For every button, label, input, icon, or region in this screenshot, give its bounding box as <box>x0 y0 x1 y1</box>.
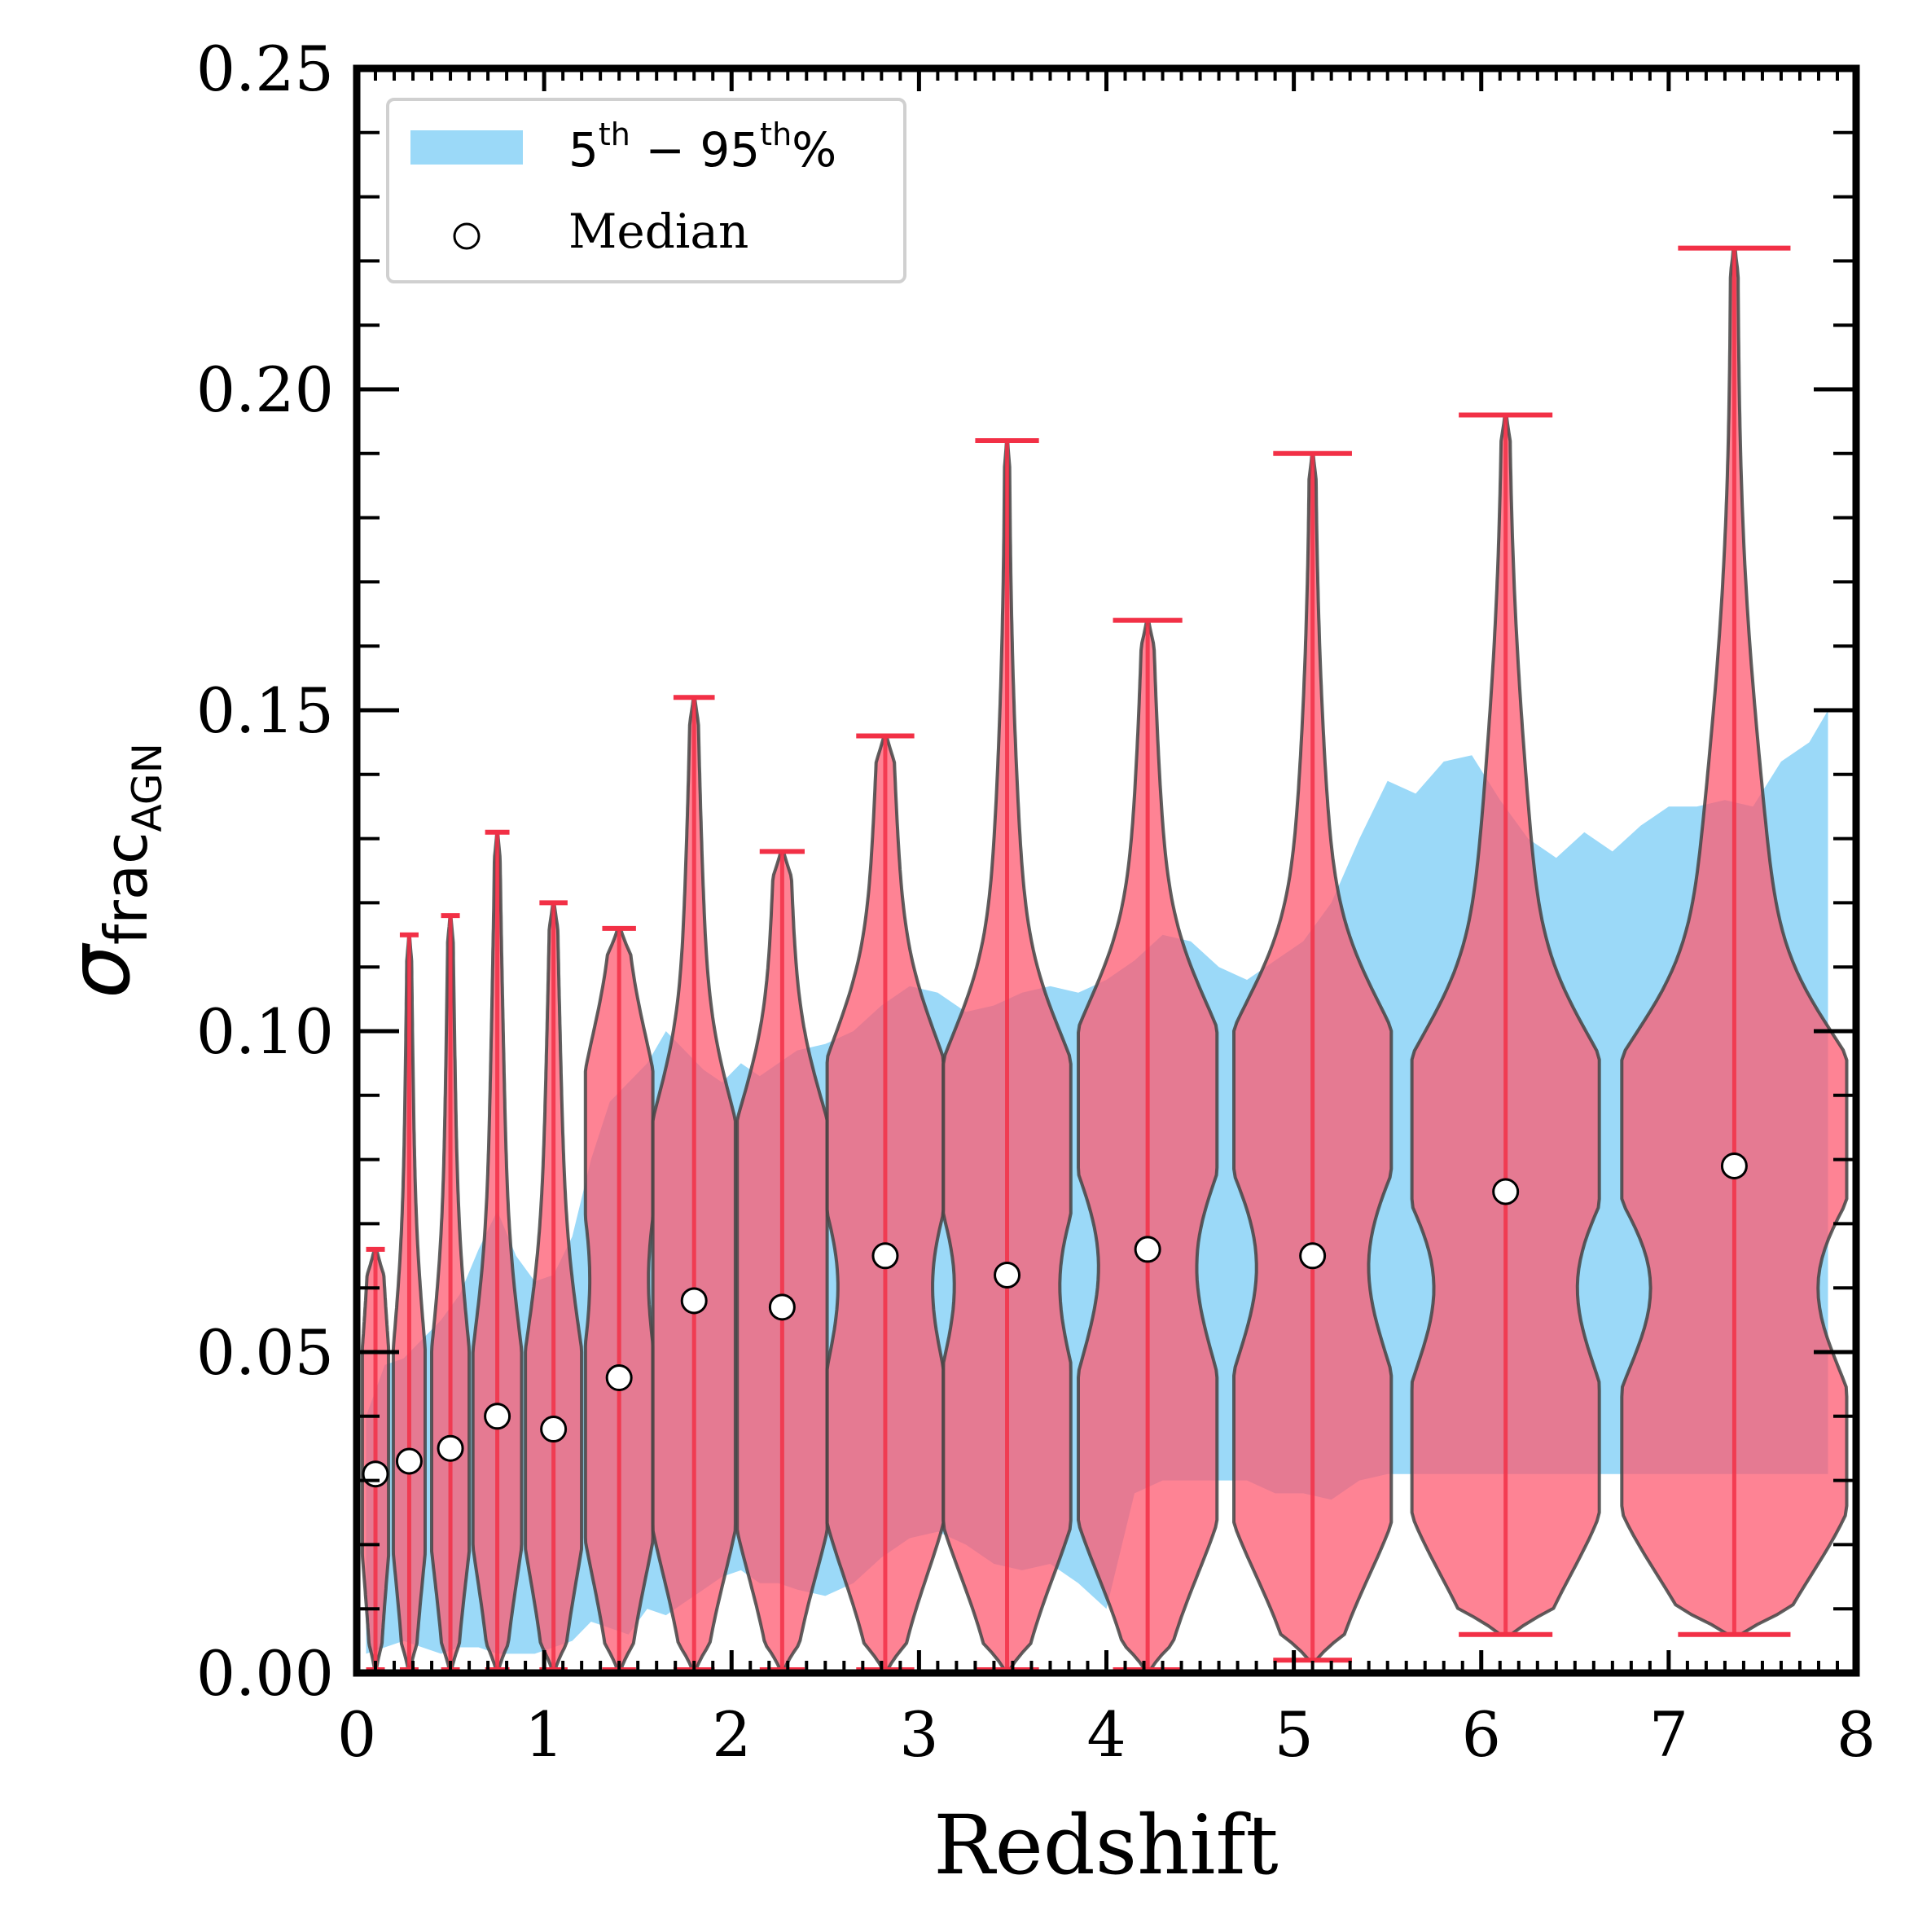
median-marker <box>1720 1152 1748 1179</box>
y-tick-label: 0.10 <box>196 995 334 1068</box>
x-tick-label: 8 <box>1837 1698 1876 1771</box>
median-marker <box>437 1434 464 1462</box>
svg-text:σfracAGN: σfracAGN <box>50 743 171 999</box>
legend-band-label: 5th − 95th% <box>568 116 836 178</box>
y-axis-title-subsub: AGN <box>124 743 171 832</box>
median-marker <box>362 1460 389 1488</box>
median-marker <box>871 1242 899 1270</box>
legend-median-marker <box>453 222 481 250</box>
legend: 5th − 95th% Median <box>386 98 906 283</box>
median-marker <box>994 1261 1021 1289</box>
x-tick-label: 5 <box>1274 1698 1313 1771</box>
y-tick-label: 0.15 <box>196 674 334 747</box>
x-tick-label: 0 <box>337 1698 376 1771</box>
plot-frame <box>353 64 1860 1677</box>
legend-band-label-sup2: th <box>760 116 792 152</box>
violins-layer <box>360 245 1849 1673</box>
median-marker <box>1492 1178 1520 1205</box>
x-tick-label: 6 <box>1462 1698 1501 1771</box>
legend-band-label-base1: 5 <box>568 122 599 178</box>
y-tick-label: 0.20 <box>196 353 334 426</box>
medians-layer <box>362 1152 1748 1488</box>
x-tick-label: 2 <box>712 1698 751 1771</box>
legend-median-label: Median <box>568 204 748 259</box>
x-tick-label: 3 <box>899 1698 938 1771</box>
x-tick-label: 7 <box>1649 1698 1688 1771</box>
median-marker <box>540 1416 568 1443</box>
ticks-layer: 0 1 2 3 4 5 6 7 8 0.00 0.05 0.10 0.15 0.20 0.25 <box>196 33 1876 1771</box>
legend-band-swatch <box>410 130 523 165</box>
y-tick-label: 0.05 <box>196 1316 334 1389</box>
median-marker <box>1299 1242 1327 1270</box>
legend-band-label-mid: − 95 <box>630 122 760 178</box>
legend-band-label-sup1: th <box>599 116 630 152</box>
median-marker <box>395 1447 423 1475</box>
x-tick-label: 1 <box>524 1698 564 1771</box>
y-axis-title-symbol: σ <box>50 942 149 999</box>
y-tick-label: 0.00 <box>196 1637 334 1710</box>
y-axis-title: σfracAGN <box>50 743 171 999</box>
median-marker <box>680 1287 708 1315</box>
median-marker <box>1134 1236 1161 1263</box>
x-tick-label: 4 <box>1086 1698 1126 1771</box>
x-axis-title: Redshift <box>933 1798 1278 1893</box>
y-tick-label: 0.25 <box>196 33 334 105</box>
median-marker <box>484 1403 511 1430</box>
y-axis-title-sub: frac <box>92 832 160 945</box>
median-marker <box>605 1364 633 1392</box>
median-marker <box>768 1293 796 1321</box>
legend-band-label-end: % <box>792 122 836 178</box>
